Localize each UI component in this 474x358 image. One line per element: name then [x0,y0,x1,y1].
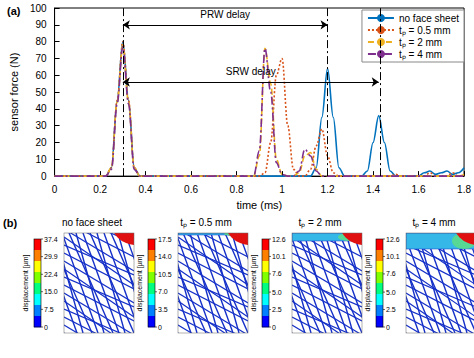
svg-text:22.4: 22.4 [44,271,58,278]
svg-text:0.6: 0.6 [184,184,198,195]
svg-text:7.6: 7.6 [272,270,282,277]
svg-text:1.8: 1.8 [457,184,471,195]
svg-text:40: 40 [35,103,47,114]
svg-text:displacement [µm]: displacement [µm] [250,254,258,311]
svg-text:1.6: 1.6 [412,184,426,195]
svg-text:(b): (b) [3,217,17,229]
svg-text:0: 0 [44,324,48,331]
svg-text:0: 0 [158,324,162,331]
svg-text:7.5: 7.5 [44,306,54,313]
svg-text:15.0: 15.0 [44,288,58,295]
svg-text:tₚ = 2 mm: tₚ = 2 mm [399,37,442,49]
svg-text:0: 0 [272,324,276,331]
svg-text:PRW delay: PRW delay [200,9,250,20]
svg-text:tₚ = 2 mm: tₚ = 2 mm [298,217,341,229]
svg-text:10.1: 10.1 [272,253,286,260]
svg-text:20: 20 [35,137,47,148]
svg-text:tₚ = 0.5 mm: tₚ = 0.5 mm [180,217,232,229]
svg-text:0: 0 [386,324,390,331]
svg-text:displacement [µm]: displacement [µm] [364,254,372,311]
svg-text:tₚ = 0.5 mm: tₚ = 0.5 mm [399,25,451,37]
svg-text:50: 50 [35,87,47,98]
svg-text:10: 10 [35,154,47,165]
svg-text:70: 70 [35,53,47,64]
svg-text:10.1: 10.1 [386,253,400,260]
svg-text:100: 100 [30,3,47,14]
svg-text:SRW delay: SRW delay [226,66,276,77]
svg-text:7.6: 7.6 [386,270,396,277]
svg-text:tₚ = 4 mm: tₚ = 4 mm [399,49,442,61]
svg-text:12.6: 12.6 [386,236,400,243]
svg-text:2.5: 2.5 [272,306,282,313]
svg-text:29.9: 29.9 [44,253,58,260]
svg-text:7.0: 7.0 [158,288,168,295]
svg-text:5.0: 5.0 [272,289,282,296]
svg-text:80: 80 [35,36,47,47]
svg-text:0.8: 0.8 [230,184,244,195]
svg-text:14.0: 14.0 [158,253,172,260]
svg-text:time (ms): time (ms) [236,199,282,211]
svg-text:displacement [µm]: displacement [µm] [136,254,144,311]
svg-text:37.4: 37.4 [44,236,58,243]
svg-text:sensor force (N): sensor force (N) [8,53,20,132]
svg-text:no face sheet: no face sheet [62,217,122,228]
svg-text:no face sheet: no face sheet [399,13,459,24]
svg-text:1.4: 1.4 [366,184,380,195]
svg-text:0.2: 0.2 [93,184,107,195]
svg-text:10.5: 10.5 [158,271,172,278]
svg-text:(a): (a) [7,5,21,17]
svg-text:30: 30 [35,120,47,131]
svg-text:0: 0 [41,171,47,182]
svg-text:0: 0 [52,184,58,195]
svg-text:3.5: 3.5 [158,306,168,313]
svg-text:tₚ = 4 mm: tₚ = 4 mm [412,217,455,229]
svg-text:2.5: 2.5 [386,306,396,313]
svg-text:5.0: 5.0 [386,289,396,296]
svg-text:displacement [µm]: displacement [µm] [22,254,30,311]
svg-text:60: 60 [35,70,47,81]
svg-text:1: 1 [279,184,285,195]
svg-text:17.5: 17.5 [158,236,172,243]
svg-text:12.6: 12.6 [272,236,286,243]
svg-text:90: 90 [35,19,47,30]
svg-text:1.2: 1.2 [321,184,335,195]
svg-text:0.4: 0.4 [139,184,153,195]
